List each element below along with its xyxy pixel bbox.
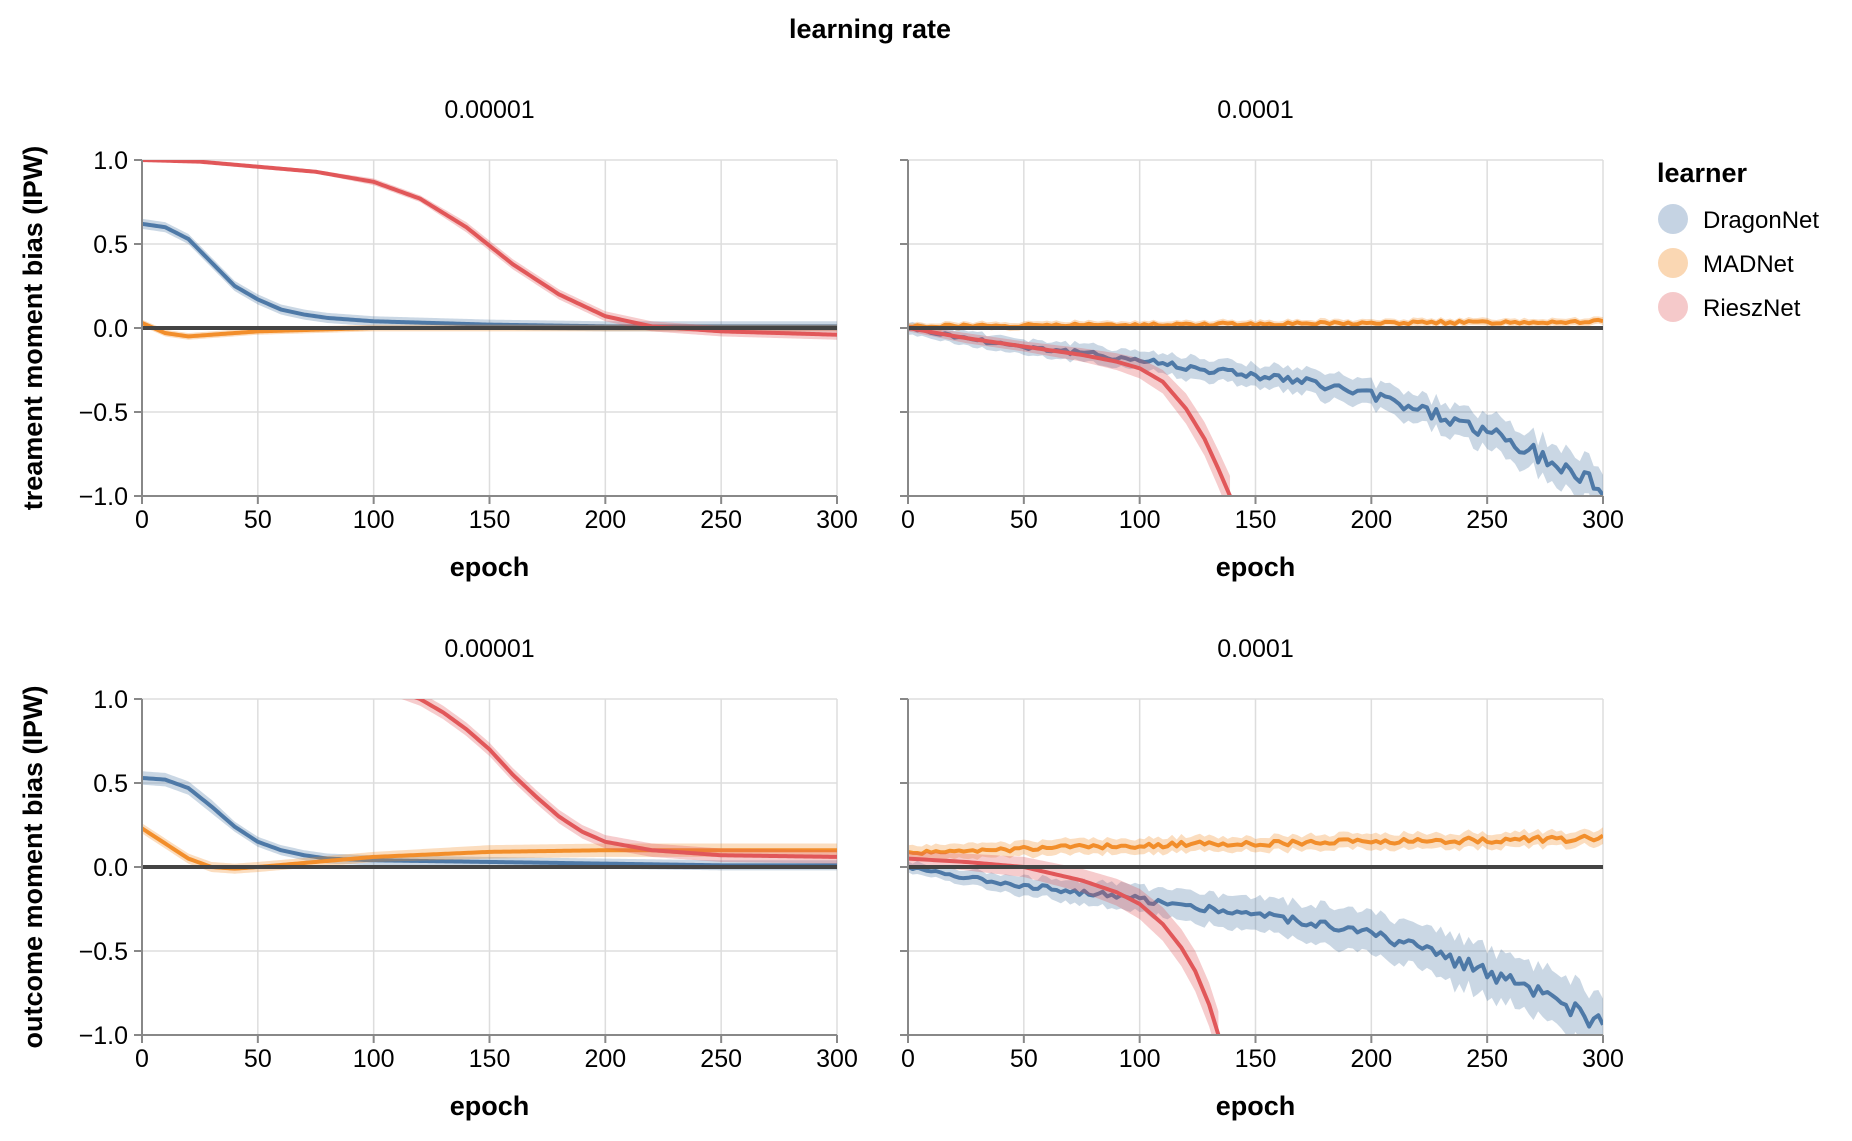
x-tick-label: 250	[1466, 506, 1508, 534]
y-tick-label: −1.0	[79, 483, 128, 511]
series-line-madnet	[908, 833, 1603, 856]
x-tick-label: 100	[353, 506, 395, 534]
x-tick-label: 200	[1350, 1045, 1392, 1073]
plot-area	[908, 827, 1603, 1035]
x-tick-label: 0	[901, 1045, 915, 1073]
legend-title: learner	[1657, 158, 1748, 188]
x-tick-label: 300	[816, 506, 858, 534]
band-riesznet	[908, 851, 1219, 1035]
x-tick-label: 0	[135, 506, 149, 534]
series-line-riesznet	[908, 326, 1232, 496]
legend-label: MADNet	[1703, 251, 1794, 278]
x-tick-label: 150	[1235, 506, 1277, 534]
y-axis-title: outcome moment bias (IPW)	[18, 685, 48, 1048]
x-tick-label: 100	[1119, 506, 1161, 534]
x-tick-label: 200	[1350, 506, 1392, 534]
x-tick-label: 0	[135, 1045, 149, 1073]
series-line-riesznet	[414, 699, 837, 859]
x-tick-label: 0	[901, 506, 915, 534]
y-tick-label: 0.5	[93, 231, 128, 259]
x-tick-label: 50	[244, 506, 272, 534]
x-tick-label: 50	[244, 1045, 272, 1073]
x-tick-label: 150	[1235, 1045, 1277, 1073]
band-dragonnet	[908, 860, 1603, 1035]
column-title: 0.0001	[1217, 635, 1293, 663]
series-line-dragonnet	[908, 864, 1603, 1029]
panel-1: 0 50 100 150 200 250 300 1.0 0.5 0.0 −0.5 −1.0 0.000…	[18, 96, 858, 582]
x-tick-label: 250	[1466, 1045, 1508, 1073]
legend-swatch	[1658, 292, 1688, 322]
super-title: learning rate	[789, 14, 951, 44]
legend: learner DragonNet MADNet RieszNet	[1657, 158, 1819, 322]
column-title: 0.00001	[444, 635, 534, 663]
band-riesznet	[142, 160, 837, 340]
x-tick-label: 200	[584, 1045, 626, 1073]
x-tick-label: 250	[700, 506, 742, 534]
x-tick-label: 100	[1119, 1045, 1161, 1073]
band-riesznet	[908, 324, 1231, 496]
y-tick-label: −0.5	[79, 938, 128, 966]
legend-swatch	[1658, 204, 1688, 234]
panel-4: 0 50 100 150 200 250 300 0.0001 epoch	[900, 635, 1624, 1121]
legend-item-dragonnet: DragonNet	[1658, 204, 1819, 234]
x-tick-label: 300	[1582, 1045, 1624, 1073]
legend-swatch	[1658, 248, 1688, 278]
y-tick-label: −1.0	[79, 1022, 128, 1050]
column-title: 0.00001	[444, 96, 534, 124]
y-tick-label: 0.0	[93, 854, 128, 882]
x-tick-label: 150	[469, 1045, 511, 1073]
x-axis-title: epoch	[1216, 552, 1296, 582]
x-tick-label: 100	[353, 1045, 395, 1073]
x-tick-label: 300	[1582, 506, 1624, 534]
y-tick-label: 1.0	[93, 147, 128, 175]
x-tick-label: 50	[1010, 506, 1038, 534]
band-dragonnet	[142, 771, 837, 871]
legend-item-madnet: MADNet	[1658, 248, 1794, 278]
x-tick-label: 300	[816, 1045, 858, 1073]
y-tick-label: 0.0	[93, 315, 128, 343]
x-tick-label: 150	[469, 506, 511, 534]
x-tick-label: 200	[584, 506, 626, 534]
x-axis-title: epoch	[450, 1091, 530, 1121]
x-tick-label: 250	[700, 1045, 742, 1073]
panel-2: 0 50 100 150 200 250 300 0.0001 epoch	[900, 96, 1624, 582]
x-axis-title: epoch	[450, 552, 530, 582]
legend-item-riesznet: RieszNet	[1658, 292, 1801, 322]
series-line-riesznet	[908, 856, 1221, 1035]
y-tick-label: 0.5	[93, 770, 128, 798]
series-line-madnet	[908, 317, 1603, 330]
panel-3: 0 50 100 150 200 250 300 1.0 0.5 0.0 −0.5 −1.0 0.000…	[18, 635, 858, 1121]
x-axis-title: epoch	[1216, 1091, 1296, 1121]
legend-label: DragonNet	[1703, 207, 1819, 234]
column-title: 0.0001	[1217, 96, 1293, 124]
legend-label: RieszNet	[1703, 295, 1801, 322]
x-tick-label: 50	[1010, 1045, 1038, 1073]
band-riesznet	[401, 699, 837, 864]
y-tick-label: −0.5	[79, 399, 128, 427]
series-line-riesznet	[142, 160, 837, 337]
y-tick-label: 1.0	[93, 686, 128, 714]
y-axis-title: treament moment bias (IPW)	[18, 146, 48, 511]
